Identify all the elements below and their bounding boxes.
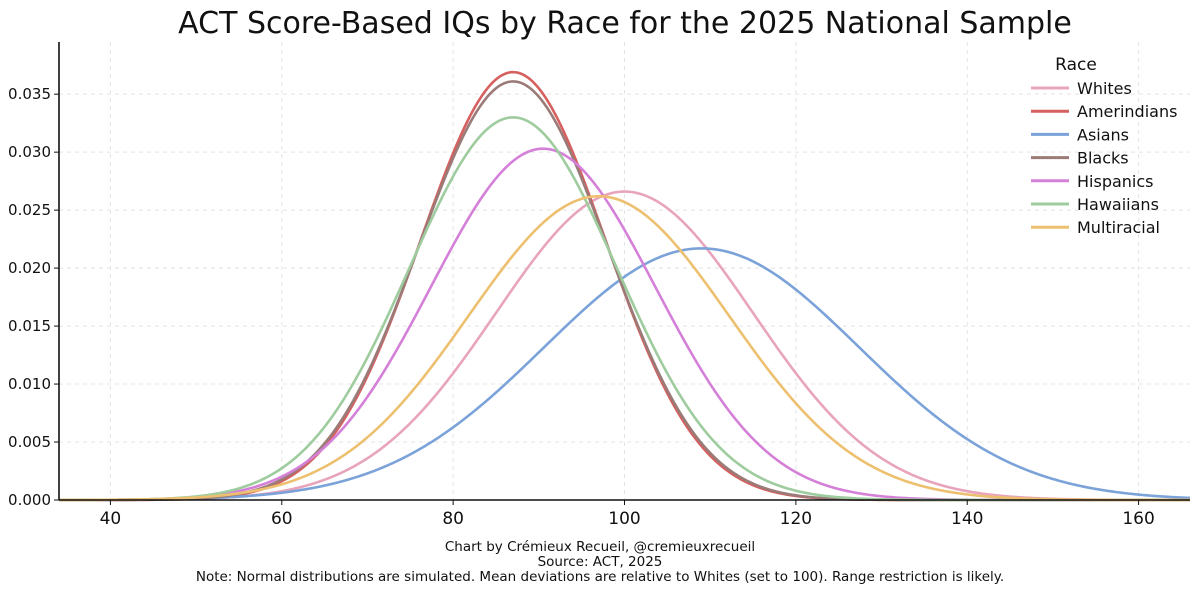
legend-label-hawaiians: Hawaiians — [1077, 195, 1159, 214]
legend-label-multiracial: Multiracial — [1077, 218, 1160, 237]
footer-source: Source: ACT, 2025 — [537, 554, 663, 570]
x-tick-label-160: 160 — [1122, 509, 1154, 529]
axis-layer: 0.000 0.005 0.010 0.015 0.020 0.025 0.030 0.035… — [8, 42, 1190, 529]
y-tick-label-0.030: 0.030 — [8, 143, 51, 161]
legend-label-hispanics: Hispanics — [1077, 172, 1154, 191]
legend-label-whites: Whites — [1077, 79, 1132, 98]
footer-note: Note: Normal distributions are simulated… — [195, 569, 1005, 585]
series-layer — [58, 70, 1191, 502]
legend-label-amerindians: Amerindians — [1077, 102, 1177, 121]
x-tick-label-60: 60 — [271, 509, 293, 529]
y-tick-label-0.020: 0.020 — [8, 259, 51, 277]
series-line-asians — [58, 247, 1191, 502]
y-tick-label-0.005: 0.005 — [8, 433, 51, 451]
x-tick-label-100: 100 — [608, 509, 640, 529]
legend-label-blacks: Blacks — [1077, 149, 1129, 168]
y-tick-label-0.000: 0.000 — [8, 491, 51, 509]
legend-label-asians: Asians — [1077, 125, 1129, 144]
legend-title: Race — [1055, 55, 1097, 75]
y-tick-label-0.035: 0.035 — [8, 85, 51, 103]
x-tick-label-120: 120 — [780, 509, 812, 529]
grid-layer — [59, 42, 1190, 501]
x-tick-label-40: 40 — [100, 509, 122, 529]
y-tick-label-0.025: 0.025 — [8, 201, 51, 219]
y-tick-label-0.010: 0.010 — [8, 375, 51, 393]
x-tick-label-140: 140 — [951, 509, 983, 529]
y-tick-label-0.015: 0.015 — [8, 317, 51, 335]
footer-credit: Chart by Crémieux Recueil, @cremieuxrecu… — [444, 539, 756, 555]
legend: Race Whites Amerindians Asians Blacks Hispani… — [1031, 55, 1177, 237]
x-tick-label-80: 80 — [442, 509, 464, 529]
series-line-multiracial — [59, 194, 1190, 502]
chart-title: ACT Score-Based IQs by Race for the 2025… — [178, 6, 1072, 41]
